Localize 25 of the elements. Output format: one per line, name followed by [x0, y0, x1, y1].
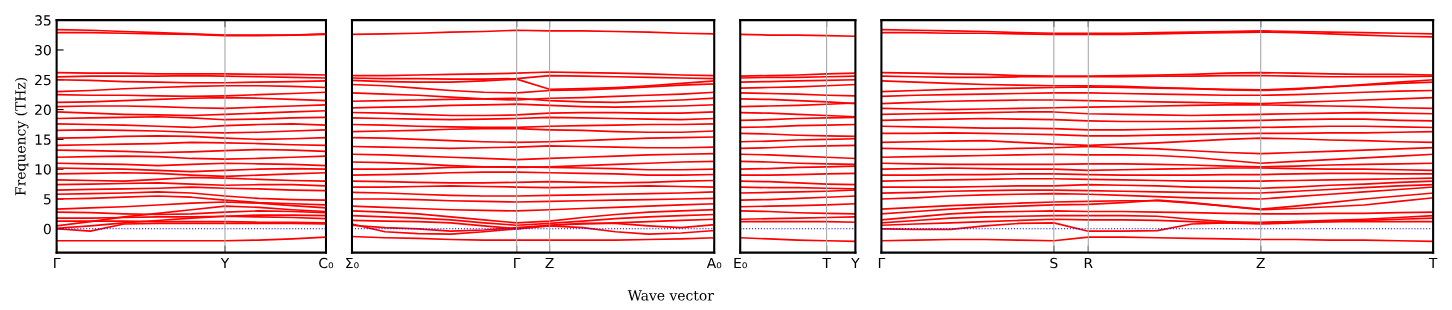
- x-tick-label: Z: [545, 257, 554, 269]
- y-tick-label: 15: [35, 134, 51, 145]
- x-tick-label: Y: [220, 257, 230, 269]
- y-tick-label: 10: [35, 164, 51, 175]
- y-tick-label: 0: [43, 223, 51, 235]
- x-tick-label: Σ₀: [346, 257, 359, 269]
- x-tick-label: A₀: [706, 257, 722, 269]
- x-tick-label: T: [1428, 257, 1438, 269]
- x-tick-label: R: [1084, 257, 1093, 269]
- y-tick-label: 35: [35, 15, 51, 26]
- x-tick-label: Γ: [514, 257, 521, 269]
- x-axis-title: Wave vector: [627, 290, 714, 301]
- y-tick-label: 30: [35, 44, 51, 56]
- x-tick-label: Γ: [878, 257, 886, 269]
- x-tick-label: C₀: [319, 257, 334, 269]
- y-tick-label: 5: [44, 194, 51, 205]
- y-tick-label: 25: [35, 74, 51, 86]
- x-tick-label: S: [1050, 257, 1058, 269]
- y-tick-label: 20: [35, 104, 51, 116]
- x-tick-label: Γ: [54, 257, 61, 269]
- x-tick-label: E₀: [734, 257, 747, 269]
- x-tick-label: Y: [851, 257, 860, 269]
- y-axis-title: Frequency (THz): [14, 77, 29, 196]
- x-tick-label: Z: [1256, 257, 1265, 269]
- x-tick-label: T: [822, 257, 831, 269]
